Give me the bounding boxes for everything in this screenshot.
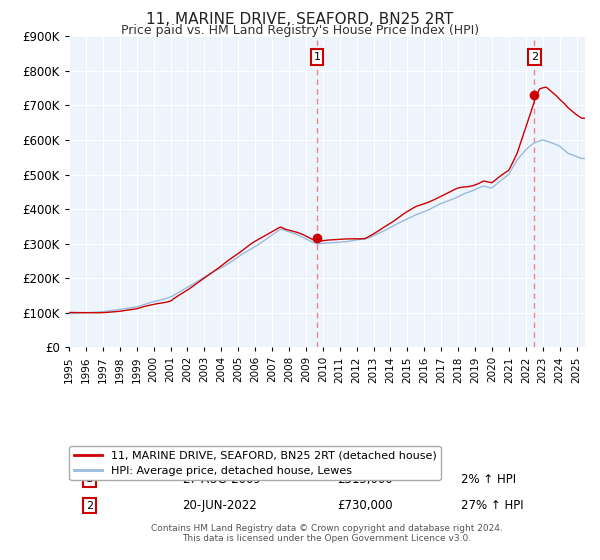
Text: 11, MARINE DRIVE, SEAFORD, BN25 2RT: 11, MARINE DRIVE, SEAFORD, BN25 2RT bbox=[146, 12, 454, 27]
Text: 2% ↑ HPI: 2% ↑ HPI bbox=[461, 473, 516, 486]
Text: £730,000: £730,000 bbox=[337, 499, 393, 512]
Text: 20-JUN-2022: 20-JUN-2022 bbox=[182, 499, 257, 512]
Text: Contains HM Land Registry data © Crown copyright and database right 2024.
This d: Contains HM Land Registry data © Crown c… bbox=[151, 524, 503, 543]
Text: 27% ↑ HPI: 27% ↑ HPI bbox=[461, 499, 524, 512]
Legend: 11, MARINE DRIVE, SEAFORD, BN25 2RT (detached house), HPI: Average price, detach: 11, MARINE DRIVE, SEAFORD, BN25 2RT (det… bbox=[70, 446, 441, 480]
Text: Price paid vs. HM Land Registry's House Price Index (HPI): Price paid vs. HM Land Registry's House … bbox=[121, 24, 479, 37]
Text: 1: 1 bbox=[86, 474, 93, 484]
Text: 27-AUG-2009: 27-AUG-2009 bbox=[182, 473, 262, 486]
Text: £315,000: £315,000 bbox=[337, 473, 393, 486]
Text: 2: 2 bbox=[86, 501, 93, 511]
Text: 1: 1 bbox=[314, 52, 320, 62]
Text: 2: 2 bbox=[530, 52, 538, 62]
